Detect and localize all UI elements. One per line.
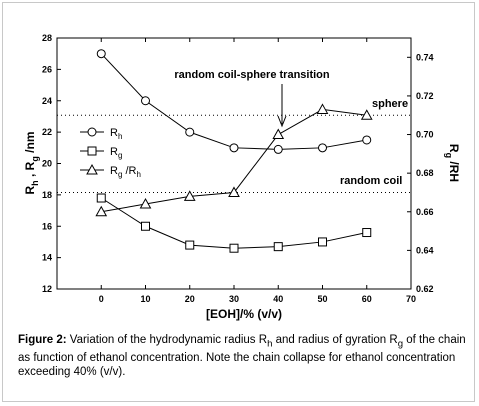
y-right-axis-title: Rg /RH bbox=[444, 144, 461, 182]
data-point-rg-rh bbox=[272, 128, 285, 140]
x-tick-label: 50 bbox=[317, 294, 327, 304]
svg-text:Rg: Rg bbox=[110, 146, 122, 160]
data-point-rg-rh bbox=[316, 103, 329, 114]
annotation-transition: random coil-sphere transition bbox=[174, 69, 330, 81]
ylabel-left-rg: R bbox=[23, 161, 37, 170]
x-tick-label: 30 bbox=[229, 294, 239, 304]
data-point-rg bbox=[362, 228, 372, 238]
data-point-rg-rh bbox=[360, 109, 373, 120]
y-right-tick-label: 0.66 bbox=[416, 207, 434, 217]
data-point-rg-rh bbox=[183, 190, 196, 201]
series-markers bbox=[95, 49, 373, 253]
legend-item-rg-rh: Rg /Rh bbox=[80, 163, 141, 179]
y-left-tick-label: 14 bbox=[42, 253, 52, 263]
caption-label: Figure 2: bbox=[18, 334, 67, 346]
ylabel-left-rh: R bbox=[23, 186, 37, 195]
data-point-rg-rh bbox=[139, 198, 152, 209]
data-point-rg bbox=[96, 193, 106, 203]
x-tick-label: 40 bbox=[273, 294, 283, 304]
x-tick-label: 70 bbox=[406, 294, 416, 304]
annotation-sphere: sphere bbox=[372, 98, 408, 110]
y-left-tick-label: 20 bbox=[42, 159, 52, 169]
legend: Rh Rg Rg /Rh bbox=[80, 127, 141, 179]
y-left-tick-label: 12 bbox=[42, 284, 52, 294]
data-point-rh bbox=[96, 49, 106, 59]
svg-text:Rh , Rg /nm: Rh , Rg /nm bbox=[23, 131, 40, 194]
svg-text:Rh: Rh bbox=[110, 127, 122, 141]
y-left-tick-label: 22 bbox=[42, 127, 52, 137]
chart: 0 10 20 30 40 50 60 70 12 14 16 18 20 22 24 26 28 0.62 0.6… bbox=[23, 33, 461, 321]
annotation-arrow bbox=[277, 84, 287, 128]
data-point-rh bbox=[185, 127, 195, 137]
data-point-rg bbox=[273, 242, 283, 252]
x-tick-label: 10 bbox=[140, 294, 150, 304]
y-left-tick-label: 26 bbox=[42, 64, 52, 74]
legend-item-rh: Rh bbox=[80, 127, 122, 141]
y-right-tick-label: 0.64 bbox=[416, 245, 434, 255]
y-right-tick-label: 0.74 bbox=[416, 52, 434, 62]
axis-ticks: 0 10 20 30 40 50 60 70 12 14 16 18 20 22 24 26 28 0.62 0.6… bbox=[42, 33, 434, 304]
svg-text:Rg /Rh: Rg /Rh bbox=[110, 165, 141, 179]
data-point-rg bbox=[185, 240, 195, 250]
y-right-tick-label: 0.70 bbox=[416, 130, 434, 140]
y-right-tick-label: 0.72 bbox=[416, 91, 434, 101]
data-point-rh bbox=[229, 143, 239, 153]
x-tick-label: 60 bbox=[362, 294, 372, 304]
annotation-random-coil: random coil bbox=[340, 175, 402, 187]
x-tick-label: 20 bbox=[185, 294, 195, 304]
data-point-rh bbox=[362, 135, 372, 145]
y-left-tick-label: 28 bbox=[42, 33, 52, 43]
svg-text:Rg /RH: Rg /RH bbox=[444, 144, 461, 182]
data-point-rh bbox=[318, 143, 327, 153]
data-point-rh bbox=[273, 144, 283, 154]
figure-caption: Figure 2: Variation of the hydrodynamic … bbox=[18, 334, 466, 379]
y-left-tick-label: 24 bbox=[42, 96, 52, 106]
y-left-tick-label: 16 bbox=[42, 221, 52, 231]
data-point-rg-rh bbox=[95, 205, 108, 217]
data-point-rg bbox=[318, 237, 327, 247]
data-point-rh bbox=[141, 96, 150, 106]
x-axis-title: [EOH]/% (v/v) bbox=[206, 307, 282, 321]
data-point-rg bbox=[141, 221, 150, 231]
legend-item-rg: Rg bbox=[80, 146, 122, 160]
data-point-rg bbox=[229, 243, 239, 253]
figure-container bbox=[2, 2, 475, 402]
x-tick-label: 0 bbox=[99, 294, 104, 304]
y-right-tick-label: 0.68 bbox=[416, 168, 434, 178]
y-right-tick-label: 0.62 bbox=[416, 284, 434, 294]
y-left-tick-label: 18 bbox=[42, 190, 52, 200]
data-point-rg-rh bbox=[228, 186, 240, 197]
y-left-axis-title: Rh , Rg /nm bbox=[23, 131, 40, 194]
